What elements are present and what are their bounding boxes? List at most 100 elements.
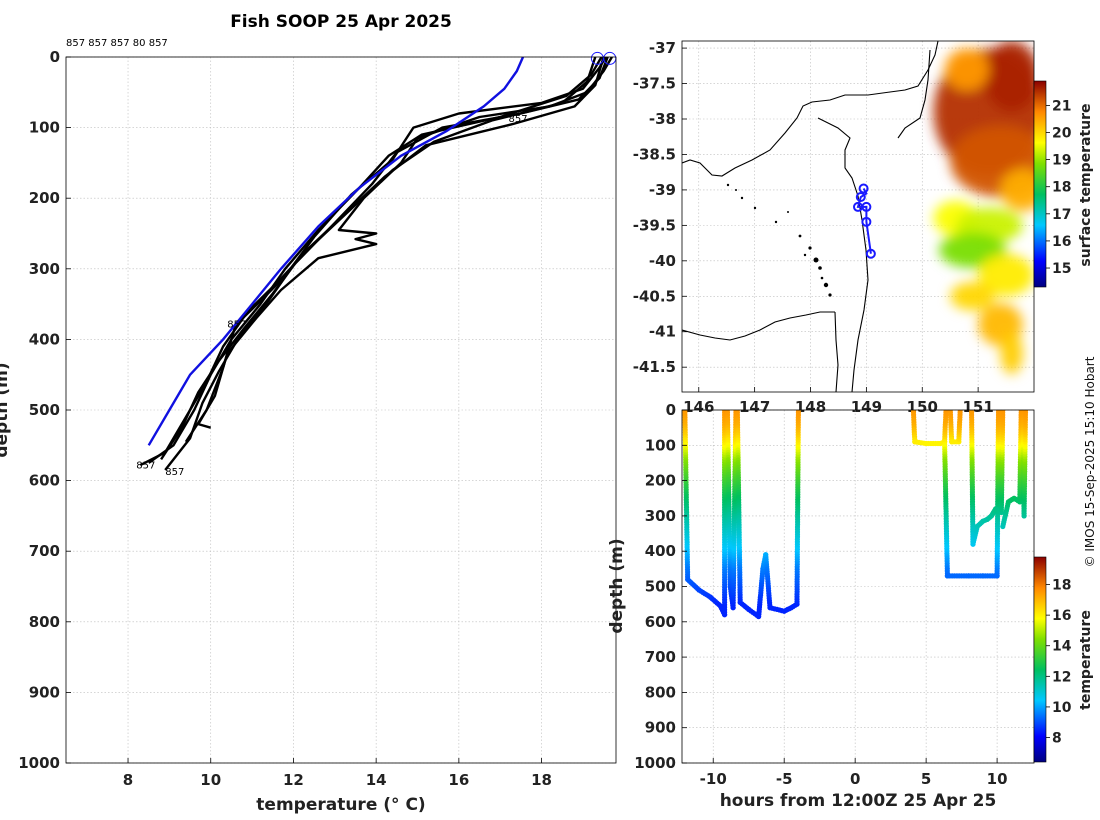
profile-cast-labels: 857 857 857 857 — [136, 114, 527, 478]
temperature-colorbar-tick-label: 18 — [1052, 578, 1071, 594]
time-depth-point — [995, 410, 1002, 413]
time-depth-point — [1022, 410, 1029, 413]
profile-model-line — [147, 57, 525, 446]
profile-y-tick-label: 600 — [29, 472, 60, 490]
profile-y-tick-label: 200 — [29, 189, 60, 207]
profile-y-tick-label: 100 — [29, 119, 60, 137]
time-y-tick-label: 700 — [645, 648, 676, 666]
map-y-tick-label: -40 — [649, 252, 676, 270]
map-x-tick-label: 147 — [739, 398, 770, 416]
time-depth-track — [682, 410, 1029, 620]
time-depth-point — [957, 410, 963, 413]
map-sst-patch — [1000, 331, 1023, 375]
map-y-tick-label: -38 — [649, 110, 676, 128]
time-y-tick-label: 100 — [645, 436, 676, 454]
sst-colorbar-tick-label: 20 — [1052, 126, 1072, 142]
map-y-tick-label: -39 — [649, 181, 676, 199]
sst-colorbar — [1033, 80, 1047, 288]
profile-x-tick-label: 16 — [448, 771, 469, 789]
profile-x-tick-label: 12 — [283, 771, 304, 789]
map-y-tick-label: -37.5 — [633, 75, 676, 93]
profile-gridlines — [66, 56, 616, 764]
map-islands — [726, 183, 832, 297]
profile-panel: Fish SOOP 25 Apr 2025 857 857 857 80 857… — [0, 12, 617, 815]
map-track-marker — [855, 192, 866, 202]
time-x-tick-label: -10 — [700, 770, 727, 788]
credit-text: © IMOS 15-Sep-2025 15:10 Hobart — [1083, 356, 1097, 567]
time-y-tick-label: 400 — [645, 542, 676, 560]
map-y-tick-label: -41 — [649, 323, 676, 341]
profile-y-tick-label: 800 — [29, 613, 60, 631]
temperature-colorbar-tick-label: 10 — [1052, 700, 1072, 716]
time-y-tick-label: 300 — [645, 507, 676, 525]
sst-colorbar-tick-label: 19 — [1052, 153, 1071, 169]
time-xlabel: hours from 12:00Z 25 Apr 25 — [720, 791, 997, 811]
map-y-tick-label: -39.5 — [633, 216, 676, 234]
time-y-ticks: 0 100 200 300 400 500 600 700 800 900 1000 — [634, 401, 687, 772]
profile-frame — [65, 56, 617, 764]
map-y-tick-label: -41.5 — [633, 358, 676, 376]
time-depth-point — [1000, 410, 1006, 413]
time-depth-point — [943, 410, 949, 413]
temperature-colorbar-label: temperature — [1078, 610, 1094, 710]
profile-x-tick-label: 18 — [531, 771, 552, 789]
temperature-colorbar — [1033, 556, 1047, 763]
profile-x-tick-label: 8 — [123, 771, 133, 789]
map-y-ticks: -37 -37.5 -38 -38.5 -39 -39.5 -40 -40.5 -41 -41.5 — [633, 39, 687, 376]
time-panel: -10 -5 0 5 10 0 100 200 300 400 500 600 700 800 900 10… — [607, 401, 1094, 811]
map-x-ticks: 146 147 148 149 150 151 — [683, 387, 994, 416]
sst-colorbar-tick-label: 17 — [1052, 207, 1071, 223]
map-x-tick-label: 149 — [851, 398, 882, 416]
sst-colorbar-tick-label: 18 — [1052, 180, 1071, 196]
map-ship-track — [853, 183, 876, 259]
profile-y-tick-label: 700 — [29, 542, 60, 560]
profile-cast-label: 857 — [136, 461, 155, 472]
time-y-tick-label: 500 — [645, 578, 676, 596]
time-y-tick-label: 1000 — [634, 754, 676, 772]
time-y-tick-label: 800 — [645, 683, 676, 701]
temperature-colorbar-ticks: 8 10 12 14 16 18 — [1046, 578, 1072, 747]
profile-model-line-path — [147, 57, 525, 446]
map-sst-field — [933, 41, 1034, 375]
map-track-marker — [861, 201, 872, 212]
time-depth-point — [795, 410, 801, 413]
profile-cast-line — [160, 57, 605, 461]
map-sst-patch — [950, 282, 995, 311]
temperature-colorbar-tick-label: 14 — [1052, 639, 1072, 655]
profile-x-ticks: 8 10 12 14 16 18 — [123, 758, 552, 789]
profile-y-tick-label: 0 — [50, 48, 60, 66]
sst-colorbar-tick-label: 21 — [1052, 98, 1071, 114]
map-track-marker — [861, 216, 872, 227]
sst-colorbar-ticks: 15 16 17 18 19 20 21 — [1046, 98, 1072, 277]
time-y-tick-label: 0 — [666, 401, 676, 419]
sst-colorbar-tick-label: 15 — [1052, 261, 1071, 277]
map-x-tick-label: 151 — [962, 398, 993, 416]
map-track-marker — [865, 248, 876, 259]
profile-y-tick-label: 300 — [29, 260, 60, 278]
map-sst-patch — [1000, 168, 1034, 212]
map-coastline — [682, 41, 939, 392]
temperature-colorbar-tick-label: 16 — [1052, 608, 1071, 624]
time-x-tick-label: 5 — [921, 770, 931, 788]
map-sst-patch — [983, 41, 1034, 112]
profile-title: Fish SOOP 25 Apr 2025 — [230, 12, 452, 32]
profile-y-ticks: 0 100 200 300 400 500 600 700 800 900 1000 — [18, 48, 71, 772]
sst-colorbar-tick-label: 16 — [1052, 234, 1071, 250]
profile-ylabel: depth (m) — [0, 362, 12, 457]
profile-y-tick-label: 500 — [29, 401, 60, 419]
profile-x-tick-label: 10 — [200, 771, 221, 789]
sst-colorbar-label: surface temperature — [1078, 103, 1094, 266]
time-x-tick-label: 0 — [850, 770, 860, 788]
time-y-tick-label: 600 — [645, 613, 676, 631]
map-y-tick-label: -40.5 — [633, 287, 676, 305]
map-track-marker — [858, 183, 869, 194]
temperature-colorbar-tick-label: 8 — [1052, 731, 1062, 747]
map-panel: 146 147 148 149 150 151 -37-37.5-38-38.5-39-3… — [633, 39, 1094, 416]
profile-cast-label: 857 — [227, 319, 246, 330]
profile-y-tick-label: 900 — [29, 683, 60, 701]
profile-cast-label: 857 — [508, 114, 527, 125]
profile-xlabel: temperature (° C) — [256, 795, 425, 815]
time-y-tick-label: 200 — [645, 472, 676, 490]
map-y-tick-label: -38.5 — [633, 145, 676, 163]
